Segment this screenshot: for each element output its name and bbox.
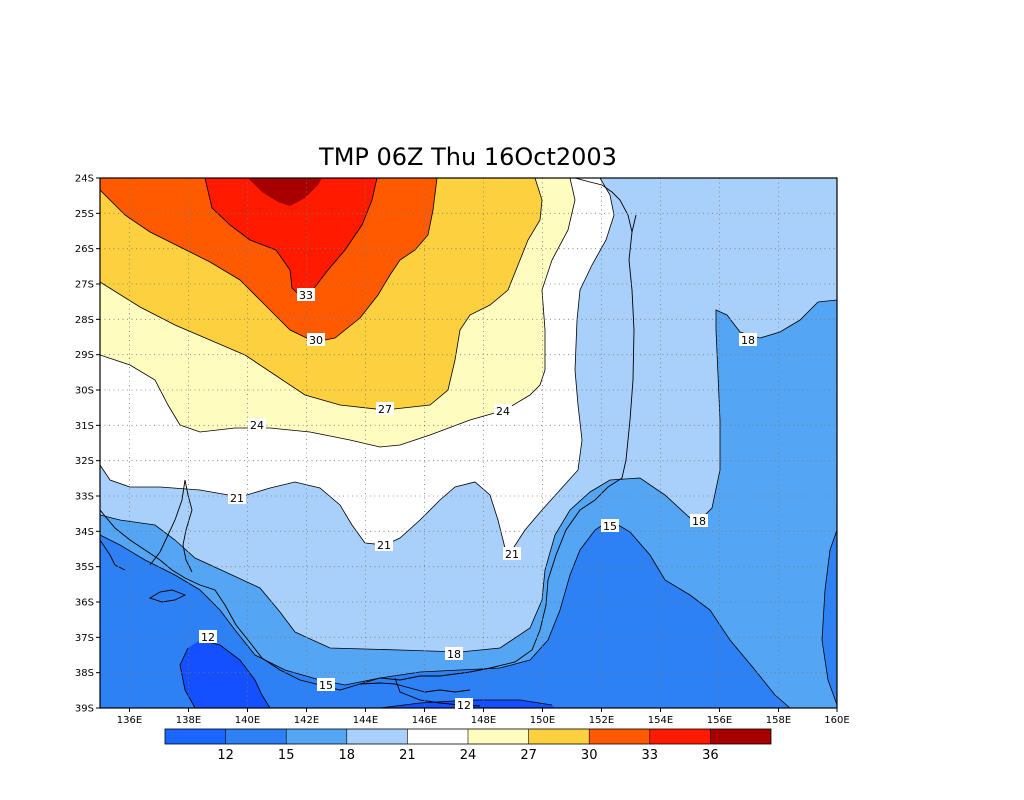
colorbar-label: 24	[460, 748, 477, 763]
contour-label-group: 33 30 27 24 24 21 21 21 18 18 18 15 15 1…	[199, 288, 757, 712]
colorbar-label: 21	[399, 748, 416, 763]
contour-label-33: 33	[299, 289, 313, 302]
lat-tick-label: 34S	[75, 527, 94, 538]
lat-tick-label: 30S	[75, 386, 94, 397]
colorbar-swatch	[528, 729, 590, 744]
colorbar-swatch	[165, 729, 226, 744]
colorbar-swatch	[589, 729, 650, 744]
lon-tick-label: 140E	[235, 715, 260, 726]
lat-tick-label: 25S	[75, 209, 94, 220]
contour-label-12-west: 12	[201, 631, 215, 644]
lat-tick-label: 35S	[75, 562, 94, 573]
map-title: TMP 06Z Thu 16Oct2003	[318, 143, 617, 171]
lon-tick-label: 152E	[589, 715, 614, 726]
lat-tick-label: 33S	[75, 492, 94, 503]
lat-tick-label: 38S	[75, 668, 94, 679]
colorbar-swatch	[346, 729, 408, 744]
band-12-15-east	[822, 530, 837, 705]
colorbar: 12 15 18 21 24 27 30 33 36	[164, 728, 772, 763]
colorbar-label: 36	[702, 748, 719, 763]
colorbar-swatch	[225, 729, 287, 744]
contour-label-24-west: 24	[250, 419, 264, 432]
colorbar-label: 15	[278, 748, 295, 763]
contour-label-21-east: 21	[505, 548, 519, 561]
contour-label-21-center: 21	[377, 539, 391, 552]
contour-label-12-south: 12	[457, 699, 471, 712]
lat-tick-label: 32S	[75, 456, 94, 467]
lat-tick-label: 27S	[75, 280, 94, 291]
band-33-36	[205, 178, 377, 300]
lat-tick-label: 37S	[75, 633, 94, 644]
colorbar-label: 30	[581, 748, 598, 763]
lat-tick-label: 24S	[75, 174, 94, 185]
temperature-field	[100, 178, 837, 708]
latitude-axis: 24S 25S 26S 27S 28S 29S 30S 31S 32S 33S 34S 35S 36S 3…	[75, 174, 100, 715]
lat-tick-label: 28S	[75, 315, 94, 326]
contour-label-24-east: 24	[496, 405, 510, 418]
colorbar-label: 12	[217, 748, 234, 763]
lat-tick-label: 29S	[75, 350, 94, 361]
colorbar-label: 33	[642, 748, 659, 763]
lon-tick-label: 146E	[412, 715, 437, 726]
lat-tick-label: 36S	[75, 598, 94, 609]
lon-tick-label: 142E	[294, 715, 319, 726]
band-36-plus	[248, 178, 322, 206]
contour-label-27: 27	[378, 403, 392, 416]
colorbar-swatch	[286, 729, 347, 744]
lon-tick-label: 156E	[707, 715, 732, 726]
lat-tick-label: 39S	[75, 704, 94, 715]
colorbar-swatch	[710, 729, 771, 744]
lat-lon-grid	[100, 178, 837, 708]
lat-tick-label: 31S	[75, 421, 94, 432]
colorbar-label: 27	[520, 748, 537, 763]
contour-label-18-northeast: 18	[741, 334, 755, 347]
colorbar-label: 18	[339, 748, 356, 763]
contour-label-18-south: 18	[447, 648, 461, 661]
contour-label-30: 30	[309, 334, 323, 347]
lon-tick-label: 148E	[471, 715, 496, 726]
lon-tick-label: 144E	[353, 715, 378, 726]
contour-label-18-east: 18	[692, 515, 706, 528]
lon-tick-label: 138E	[176, 715, 201, 726]
lat-tick-label: 26S	[75, 244, 94, 255]
colorbar-swatch	[649, 729, 711, 744]
lon-tick-label: 136E	[117, 715, 142, 726]
colorbar-swatch	[407, 729, 468, 744]
lon-tick-label: 158E	[766, 715, 791, 726]
lon-tick-label: 160E	[824, 715, 849, 726]
contour-label-15-south: 15	[319, 679, 333, 692]
colorbar-swatch	[468, 729, 529, 744]
contour-label-21-west: 21	[230, 492, 244, 505]
contour-label-15-east: 15	[603, 520, 617, 533]
lon-tick-label: 150E	[530, 715, 555, 726]
longitude-axis: 136E 138E 140E 142E 144E 146E 148E 150E 152E 154E…	[117, 708, 850, 726]
lon-tick-label: 154E	[648, 715, 673, 726]
